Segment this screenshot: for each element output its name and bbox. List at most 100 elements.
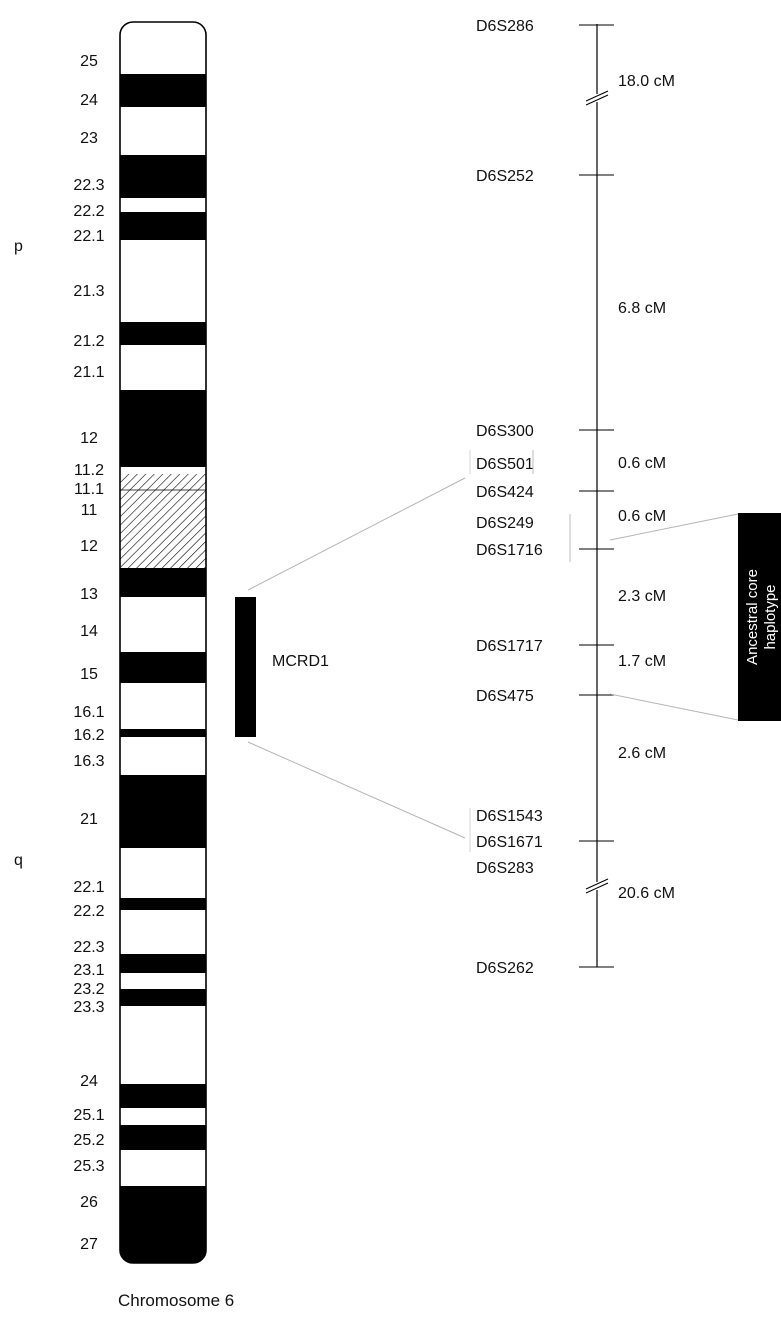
band-label-4: 22.3 xyxy=(73,177,104,194)
band-6 xyxy=(120,212,206,240)
marker-label-11: D6S1671 xyxy=(476,834,543,851)
haplotype-connector-bottom xyxy=(609,693,739,721)
marker-label-3: D6S300 xyxy=(476,423,534,440)
genetic-map-axis xyxy=(585,24,609,967)
band-19 xyxy=(120,737,206,775)
band-26 xyxy=(120,989,206,1006)
marker-label-2: D6S252 xyxy=(476,168,534,185)
band-4 xyxy=(120,155,206,198)
axis-break-mark-upper-b xyxy=(585,94,609,106)
band-label-33: 27 xyxy=(80,1236,98,1253)
band-17 xyxy=(120,683,206,729)
band-label-6: 22.1 xyxy=(73,228,104,245)
band-label-13: 11 xyxy=(81,502,98,519)
band-label-3: 23 xyxy=(80,130,98,147)
mcrd1-region-bar xyxy=(235,597,256,737)
distance-label-5: 2.3 cM xyxy=(618,588,666,605)
band-label-1: 25 xyxy=(80,53,98,70)
band-5 xyxy=(120,198,206,212)
marker-label-7: D6S1716 xyxy=(476,542,543,559)
connector-line-top xyxy=(247,477,466,591)
band-label-9: 21.1 xyxy=(73,364,104,381)
band-label-2: 24 xyxy=(80,92,98,109)
band-label-16: 14 xyxy=(80,623,98,640)
band-15 xyxy=(120,597,206,652)
band-label-10: 12 xyxy=(80,430,98,447)
mcrd1-label: MCRD1 xyxy=(272,653,329,670)
band-29 xyxy=(120,1108,206,1125)
marker-label-10: D6S1543 xyxy=(476,808,543,825)
band-label-28: 24 xyxy=(80,1073,98,1090)
figure-caption: Chromosome 6 xyxy=(118,1291,234,1310)
distance-label-8: 20.6 cM xyxy=(618,885,675,902)
band-label-12: 11.1 xyxy=(74,481,104,498)
band-25 xyxy=(120,973,206,989)
band-31 xyxy=(120,1150,206,1186)
band-label-24: 22.3 xyxy=(73,939,104,956)
distance-label-6: 1.7 cM xyxy=(618,653,666,670)
band-label-15: 13 xyxy=(80,586,98,603)
distance-label-1: 18.0 cM xyxy=(618,73,675,90)
axis-break-mark-lower-a xyxy=(585,878,609,890)
marker-label-13: D6S262 xyxy=(476,960,534,977)
axis-break-mark-upper-a xyxy=(585,90,609,102)
ancestral-haplotype-box xyxy=(738,513,781,721)
distance-label-7: 2.6 cM xyxy=(618,745,666,762)
arm-label-p: p xyxy=(14,238,23,255)
marker-label-1: D6S286 xyxy=(476,18,534,35)
marker-label-6: D6S249 xyxy=(476,515,534,532)
band-1 xyxy=(120,22,206,74)
haplotype-connector-top xyxy=(609,513,739,541)
band-24 xyxy=(120,954,206,973)
band-label-22: 22.1 xyxy=(73,879,104,896)
band-label-32: 26 xyxy=(80,1194,98,1211)
connector-line-bottom xyxy=(247,741,466,839)
band-7 xyxy=(120,240,206,322)
arm-label-q: q xyxy=(14,852,23,869)
axis-break-mark-lower-b xyxy=(585,882,609,894)
chromosome-outline xyxy=(119,21,207,1264)
band-label-11: 11.2 xyxy=(74,462,104,479)
band-2 xyxy=(120,74,206,107)
band-label-27: 23.3 xyxy=(73,999,104,1016)
band-label-26: 23.2 xyxy=(73,981,104,998)
band-label-21: 21 xyxy=(80,811,98,828)
haplotype-label-line1: Ancestral core xyxy=(744,569,761,665)
band-11 xyxy=(120,467,206,474)
distance-label-3: 0.6 cM xyxy=(618,455,666,472)
distance-label-4: 0.6 cM xyxy=(618,508,666,525)
band-label-18: 16.1 xyxy=(73,704,104,721)
chromosome-ideogram xyxy=(119,21,207,1264)
band-label-17: 15 xyxy=(80,666,98,683)
band-9 xyxy=(120,345,206,390)
haplotype-label-line2: haplotype xyxy=(762,584,779,649)
band-label-8: 21.2 xyxy=(73,333,104,350)
band-label-23: 22.2 xyxy=(73,903,104,920)
marker-label-9: D6S475 xyxy=(476,688,534,705)
marker-label-12: D6S283 xyxy=(476,860,534,877)
band-10 xyxy=(120,390,206,467)
band-22 xyxy=(120,898,206,910)
marker-label-8: D6S1717 xyxy=(476,638,543,655)
band-label-19: 16.2 xyxy=(73,727,104,744)
band-20 xyxy=(120,775,206,848)
band-label-25: 23.1 xyxy=(73,962,104,979)
marker-label-5: D6S424 xyxy=(476,484,534,501)
band-label-7: 21.3 xyxy=(73,283,104,300)
band-8 xyxy=(120,322,206,345)
band-label-14: 12 xyxy=(80,538,98,555)
band-13 xyxy=(120,506,206,568)
band-28 xyxy=(120,1084,206,1108)
marker-label-4: D6S501 xyxy=(476,456,534,473)
band-27 xyxy=(120,1006,206,1084)
band-label-5: 22.2 xyxy=(73,203,104,220)
band-30 xyxy=(120,1125,206,1150)
band-label-30: 25.2 xyxy=(73,1132,104,1149)
band-3 xyxy=(120,107,206,155)
distance-label-2: 6.8 cM xyxy=(618,300,666,317)
band-14 xyxy=(120,568,206,597)
band-23 xyxy=(120,910,206,954)
band-label-31: 25.3 xyxy=(73,1158,104,1175)
